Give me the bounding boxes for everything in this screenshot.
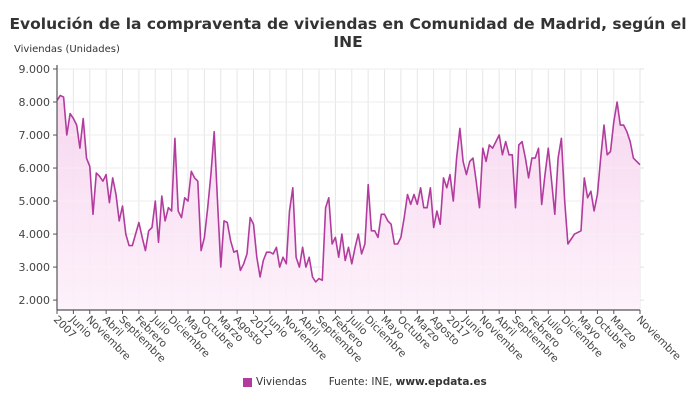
y-axis-label: Viviendas (Unidades)	[14, 44, 120, 55]
y-tick-label: 2.000	[19, 294, 51, 307]
legend-label-viviendas: Viviendas	[256, 376, 307, 388]
y-tick-label: 3.000	[19, 261, 51, 274]
y-tick-label: 7.000	[19, 129, 51, 142]
source-note: Fuente: INE, www.epdata.es	[329, 376, 487, 388]
series-area-viviendas	[57, 95, 640, 311]
x-tick-label: Noviembre	[634, 314, 683, 363]
y-tick-label: 4.000	[19, 228, 51, 241]
y-tick-label: 6.000	[19, 162, 51, 175]
y-tick-label: 8.000	[19, 96, 51, 109]
y-tick-label: 9.000	[19, 63, 51, 76]
source-prefix: Fuente: INE,	[328, 376, 396, 388]
source-site: www.epdata.es	[395, 376, 487, 388]
y-tick-label: 5.000	[19, 195, 51, 208]
series-line-viviendas	[56, 94, 641, 283]
legend-swatch-viviendas	[243, 377, 252, 387]
legend: Viviendas Fuente: INE, www.epdata.es	[243, 376, 487, 388]
chart-title: Evolución de la compraventa de viviendas…	[9, 15, 687, 51]
